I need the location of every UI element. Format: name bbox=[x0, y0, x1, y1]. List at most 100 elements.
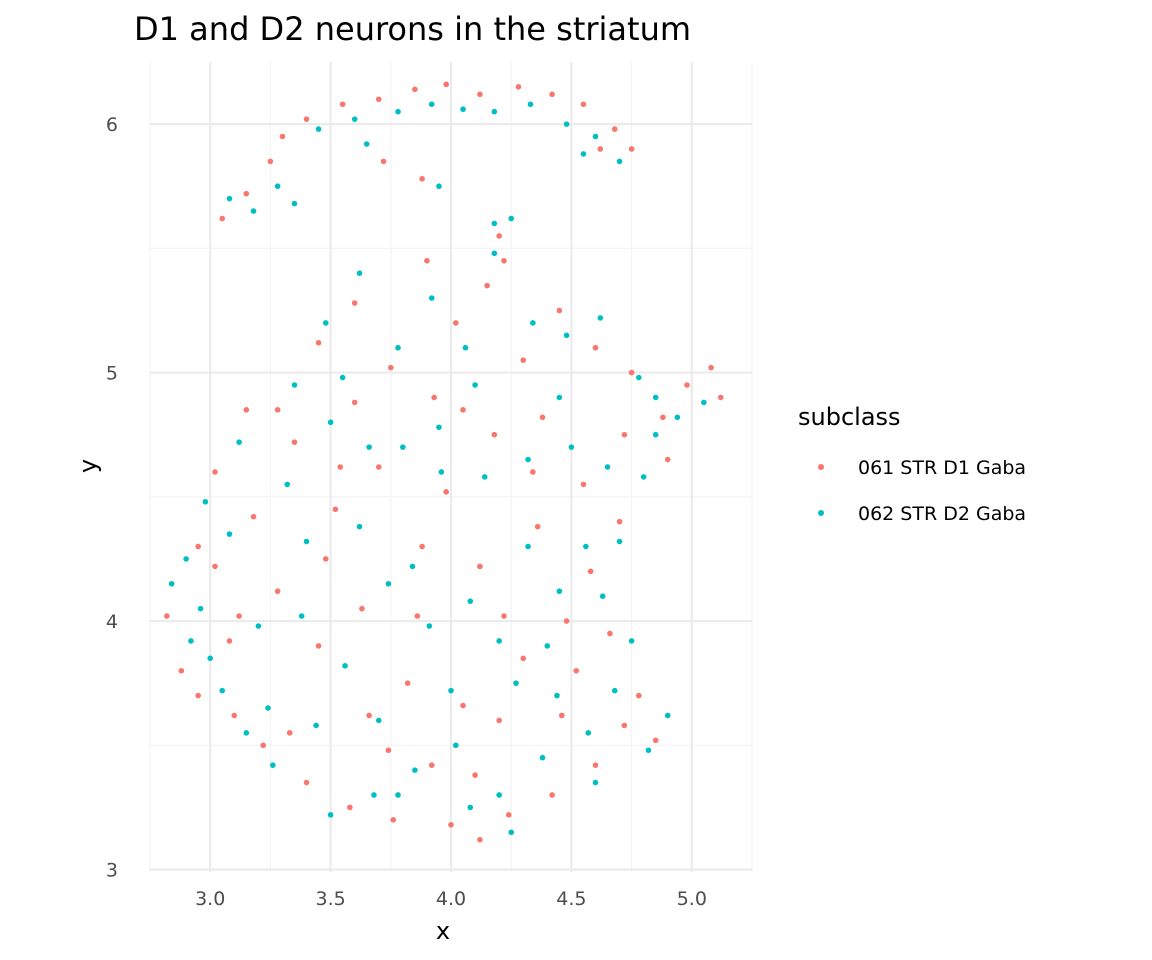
data-point bbox=[236, 613, 242, 619]
data-point bbox=[351, 300, 358, 306]
data-point bbox=[243, 407, 250, 413]
x-tick-label: 4.5 bbox=[556, 888, 586, 910]
data-point bbox=[525, 543, 531, 550]
legend-key bbox=[818, 510, 824, 516]
data-point bbox=[592, 762, 599, 768]
data-point bbox=[460, 407, 466, 413]
y-axis-tick-labels: 3 4 5 6 bbox=[106, 114, 118, 881]
data-point bbox=[462, 344, 469, 351]
data-point bbox=[508, 215, 514, 222]
data-point bbox=[491, 108, 498, 115]
data-point bbox=[428, 762, 435, 768]
data-point bbox=[491, 250, 498, 257]
data-point bbox=[701, 399, 707, 406]
data-point bbox=[628, 638, 635, 644]
data-point bbox=[460, 106, 466, 113]
data-point bbox=[195, 543, 201, 550]
data-point bbox=[303, 116, 310, 122]
data-point bbox=[395, 792, 401, 798]
data-point bbox=[375, 464, 382, 470]
data-point bbox=[513, 680, 519, 686]
data-point bbox=[395, 108, 401, 115]
data-point bbox=[291, 382, 298, 388]
data-point bbox=[412, 767, 418, 773]
data-point bbox=[539, 414, 546, 421]
data-point bbox=[385, 747, 392, 754]
data-point bbox=[573, 667, 580, 674]
data-point bbox=[315, 126, 322, 132]
data-point bbox=[616, 158, 623, 165]
grid bbox=[149, 62, 753, 872]
data-point bbox=[481, 474, 488, 480]
data-point bbox=[409, 563, 416, 570]
x-tick-label: 3.0 bbox=[195, 888, 225, 910]
data-point bbox=[580, 481, 587, 488]
data-point bbox=[298, 613, 305, 619]
data-point bbox=[583, 543, 589, 550]
data-point bbox=[496, 233, 502, 239]
data-point bbox=[616, 518, 623, 525]
data-point bbox=[419, 543, 425, 550]
data-point bbox=[356, 270, 363, 276]
data-point bbox=[265, 705, 271, 711]
data-point bbox=[390, 817, 397, 823]
data-point bbox=[250, 208, 257, 214]
data-point bbox=[327, 419, 334, 426]
data-point bbox=[366, 444, 372, 450]
data-point bbox=[436, 183, 442, 190]
data-point bbox=[284, 481, 291, 488]
data-point bbox=[616, 538, 623, 545]
data-point bbox=[274, 588, 281, 595]
data-point bbox=[366, 712, 372, 719]
data-point bbox=[356, 523, 363, 530]
data-point bbox=[520, 357, 527, 363]
data-point bbox=[327, 812, 334, 818]
data-point bbox=[322, 320, 329, 326]
data-point bbox=[477, 836, 483, 843]
data-point bbox=[491, 431, 498, 438]
legend: subclass 061 STR D1 Gaba 062 STR D2 Gaba bbox=[798, 403, 1026, 525]
data-point bbox=[202, 498, 209, 505]
data-point bbox=[587, 568, 594, 575]
y-tick-label: 6 bbox=[106, 114, 118, 136]
data-point bbox=[380, 158, 387, 165]
data-point bbox=[339, 374, 346, 381]
data-point bbox=[226, 531, 233, 537]
data-point bbox=[371, 792, 377, 798]
data-point bbox=[636, 692, 642, 699]
data-point bbox=[332, 506, 339, 513]
data-point bbox=[664, 712, 671, 719]
x-tick-label: 5.0 bbox=[677, 888, 707, 910]
data-point bbox=[195, 692, 201, 699]
chart-title: D1 and D2 neurons in the striatum bbox=[134, 10, 691, 48]
data-point bbox=[412, 86, 418, 93]
data-point bbox=[207, 655, 213, 662]
data-point bbox=[188, 638, 194, 644]
data-point bbox=[424, 257, 430, 264]
data-point bbox=[607, 630, 613, 637]
data-point bbox=[539, 754, 546, 761]
data-point bbox=[628, 146, 635, 152]
data-point bbox=[660, 414, 666, 421]
data-point bbox=[431, 394, 437, 401]
data-point bbox=[477, 563, 483, 570]
data-point bbox=[404, 680, 411, 686]
data-point bbox=[267, 158, 274, 165]
data-point bbox=[501, 257, 507, 264]
data-point bbox=[592, 344, 599, 351]
data-point bbox=[375, 717, 382, 724]
data-point bbox=[438, 469, 445, 475]
data-point bbox=[563, 121, 570, 127]
data-point bbox=[556, 394, 563, 401]
data-point bbox=[453, 320, 459, 326]
data-point bbox=[491, 220, 498, 227]
legend-label: 061 STR D1 Gaba bbox=[858, 457, 1026, 479]
data-point bbox=[674, 414, 681, 421]
y-axis-title: y bbox=[74, 459, 102, 473]
data-point bbox=[477, 91, 483, 98]
data-point bbox=[236, 439, 242, 445]
data-point bbox=[501, 613, 507, 619]
data-point bbox=[385, 580, 392, 587]
data-point bbox=[467, 804, 474, 811]
